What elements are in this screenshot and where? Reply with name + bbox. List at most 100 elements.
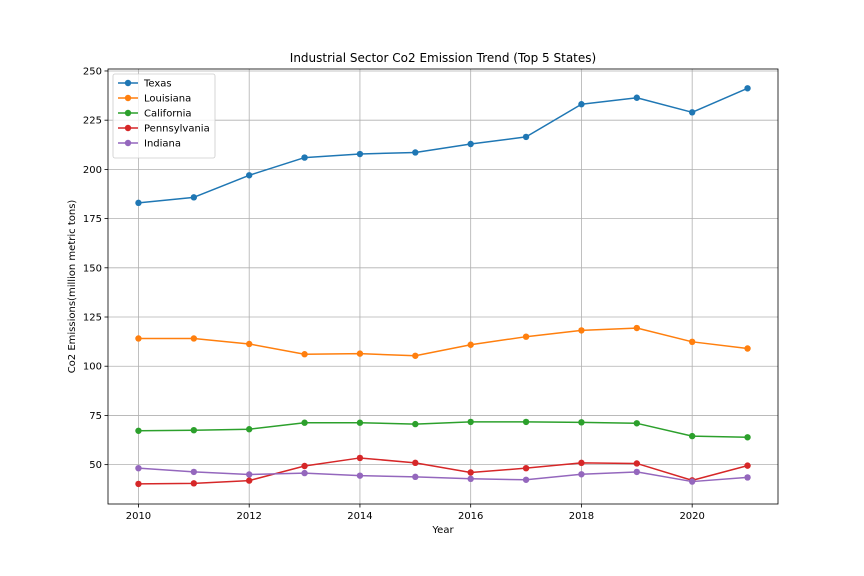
data-point (744, 462, 751, 469)
data-point (578, 419, 585, 426)
chart-labels: 2010 2012 2014 2016 2018 2020 50 75 100 125 150 175… (67, 51, 705, 536)
legend-label: Texas (143, 79, 172, 90)
data-series (135, 85, 751, 488)
data-point (688, 338, 696, 346)
legend-label: Indiana (144, 139, 181, 150)
data-point (190, 194, 198, 201)
x-tick-label: 2012 (236, 511, 261, 522)
y-tick-label: 225 (83, 116, 102, 127)
series-california (135, 418, 751, 441)
data-point (578, 471, 585, 478)
data-point (135, 335, 142, 342)
data-point (356, 150, 364, 158)
data-point (356, 454, 364, 462)
x-tick-label: 2010 (126, 511, 151, 522)
data-point (522, 476, 530, 483)
legend-marker (124, 94, 132, 102)
data-point (688, 109, 696, 116)
legend-marker (124, 139, 132, 147)
data-point (522, 333, 530, 340)
legend-marker (124, 109, 132, 117)
data-point (744, 85, 751, 92)
y-tick-label: 150 (83, 263, 102, 274)
data-point (578, 327, 585, 334)
data-point (578, 101, 585, 108)
data-point (467, 341, 474, 348)
chart-title: Industrial Sector Co2 Emission Trend (To… (290, 51, 596, 65)
axes (104, 68, 779, 508)
grid-lines (108, 69, 778, 504)
legend-entry: Texas (118, 79, 172, 90)
data-point (467, 418, 474, 426)
data-point (688, 478, 696, 485)
y-tick-label: 250 (83, 66, 102, 77)
y-tick-label: 50 (89, 460, 102, 471)
data-point (135, 464, 142, 472)
legend-entry: Louisiana (118, 94, 191, 105)
y-tick-label: 125 (83, 313, 102, 324)
legend-label: Pennsylvania (144, 124, 210, 135)
data-point (190, 426, 198, 434)
data-point (467, 140, 474, 148)
data-point (301, 154, 308, 161)
plot-frame (107, 68, 779, 505)
x-tick-label: 2014 (347, 511, 372, 522)
x-tick-label: 2016 (458, 511, 483, 522)
data-point (412, 473, 419, 481)
data-point (190, 480, 198, 487)
y-tick-label: 175 (83, 214, 102, 225)
data-point (245, 426, 253, 433)
series-texas (135, 85, 751, 207)
data-point (633, 468, 641, 476)
legend-entry: Pennsylvania (118, 124, 210, 135)
data-point (190, 335, 198, 342)
data-point (356, 419, 364, 426)
series-line (138, 457, 748, 485)
data-point (301, 351, 308, 358)
data-point (412, 420, 419, 428)
series-pennsylvania (135, 454, 751, 488)
data-point (578, 459, 585, 467)
data-point (190, 468, 198, 476)
legend-marker (124, 79, 132, 87)
data-point (245, 172, 253, 179)
y-tick-label: 100 (83, 362, 102, 373)
y-axis-label: Co2 Emissions(million metric tons) (67, 200, 78, 374)
data-point (245, 471, 253, 478)
data-point (744, 434, 751, 441)
data-point (301, 462, 308, 470)
series-line (138, 421, 748, 439)
data-point (245, 340, 253, 348)
data-point (633, 324, 641, 332)
data-point (301, 469, 308, 477)
data-point (633, 94, 641, 101)
legend-box (112, 73, 216, 159)
legend-label: California (144, 109, 192, 120)
data-point (412, 352, 419, 359)
legend: Texas Louisiana California Pennsylvania Indi… (112, 73, 216, 159)
data-point (356, 350, 364, 357)
data-point (301, 419, 308, 426)
legend-entry: California (118, 109, 192, 120)
y-tick-label: 200 (83, 165, 102, 176)
x-tick-label: 2020 (679, 511, 704, 522)
data-point (412, 149, 419, 156)
data-point (135, 199, 142, 207)
data-point (633, 460, 641, 467)
data-point (467, 475, 474, 483)
data-point (744, 474, 751, 481)
data-point (135, 480, 142, 488)
x-axis-label: Year (431, 525, 454, 536)
data-point (744, 345, 751, 352)
data-point (356, 472, 364, 479)
legend-label: Louisiana (144, 94, 191, 105)
data-point (688, 432, 696, 440)
data-point (522, 133, 530, 141)
legend-marker (124, 124, 132, 132)
x-tick-label: 2018 (569, 511, 594, 522)
series-line (138, 87, 748, 204)
data-point (245, 477, 253, 484)
data-point (522, 464, 530, 472)
data-point (467, 469, 474, 476)
